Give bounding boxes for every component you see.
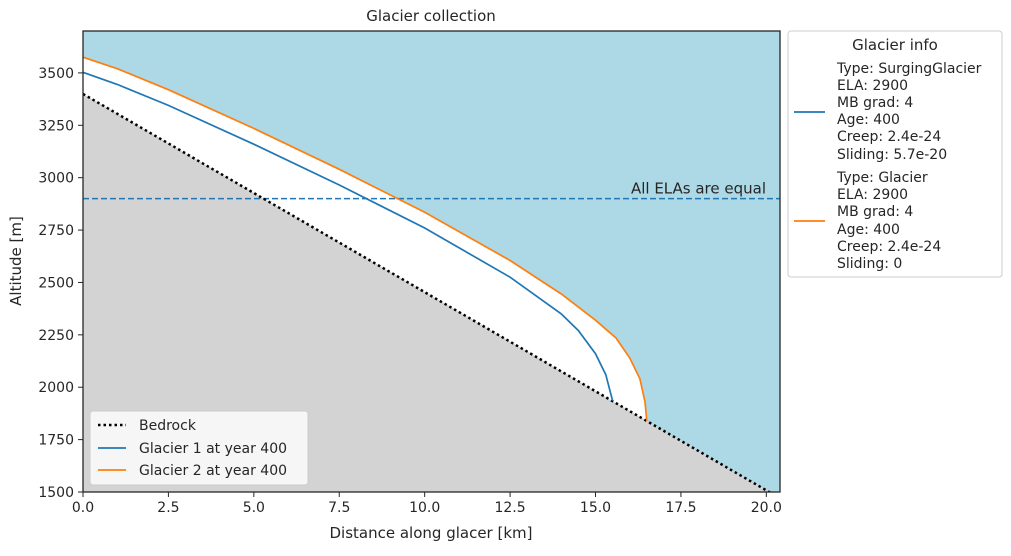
axes-layer: 0.0 2.5 5.0 7.5 10.0 12.5 15.0 17.5 20.0 1500 1750… bbox=[38, 66, 782, 516]
x-tick-label: 12.5 bbox=[494, 500, 525, 516]
series-legend: Bedrock Glacier 1 at year 400 Glacier 2 … bbox=[89, 410, 309, 486]
x-tick-label: 15.0 bbox=[580, 500, 611, 516]
y-tick-label: 2500 bbox=[38, 275, 74, 291]
y-tick-label: 2750 bbox=[38, 223, 74, 239]
glacier-1-line bbox=[83, 71, 614, 402]
legend-label-bedrock: Bedrock bbox=[139, 418, 197, 434]
plot-frame bbox=[82, 30, 781, 493]
legend-label-glacier-1: Glacier 1 at year 400 bbox=[139, 441, 287, 457]
glacier-info-legend: Glacier info Type: SurgingGlacier ELA: 2… bbox=[787, 30, 1003, 278]
info-mb-grad-2: MB grad: 4 bbox=[837, 204, 913, 220]
x-tick-label: 20.0 bbox=[751, 500, 782, 516]
bedrock-line bbox=[83, 92, 772, 492]
y-tick-label: 3000 bbox=[38, 171, 74, 187]
series-layer: All ELAs are equal bbox=[83, 56, 780, 492]
x-tick-label: 2.5 bbox=[157, 500, 179, 516]
info-sliding-2: Sliding: 0 bbox=[837, 256, 902, 272]
info-ela-1: ELA: 2900 bbox=[837, 78, 908, 94]
x-tick-label: 0.0 bbox=[72, 500, 94, 516]
ground-area bbox=[83, 93, 770, 492]
series-legend-box bbox=[89, 410, 309, 486]
y-tick-label: 2250 bbox=[38, 328, 74, 344]
y-axis-label: Altitude [m] bbox=[7, 216, 25, 306]
info-creep-2: Creep: 2.4e-24 bbox=[837, 239, 941, 255]
info-creep-1: Creep: 2.4e-24 bbox=[837, 129, 941, 145]
legend-label-glacier-2: Glacier 2 at year 400 bbox=[139, 463, 287, 479]
ela-annotation: All ELAs are equal bbox=[631, 180, 766, 198]
y-tick-label: 3250 bbox=[38, 118, 74, 134]
y-tick-label: 1750 bbox=[38, 433, 74, 449]
x-tick-label: 5.0 bbox=[243, 500, 265, 516]
info-type-2: Type: Glacier bbox=[836, 170, 928, 186]
info-type-1: Type: SurgingGlacier bbox=[836, 61, 982, 77]
chart-title: Glacier collection bbox=[366, 7, 496, 25]
glacier-ice-area bbox=[83, 57, 647, 421]
x-tick-label: 10.0 bbox=[409, 500, 440, 516]
info-sliding-1: Sliding: 5.7e-20 bbox=[837, 147, 947, 163]
x-tick-label: 17.5 bbox=[665, 500, 696, 516]
x-axis-label: Distance along glacer [km] bbox=[330, 524, 533, 542]
y-tick-label: 2000 bbox=[38, 380, 74, 396]
glacier-info-title: Glacier info bbox=[852, 36, 938, 54]
info-ela-2: ELA: 2900 bbox=[837, 187, 908, 203]
info-age-1: Age: 400 bbox=[837, 112, 900, 128]
x-tick-label: 7.5 bbox=[328, 500, 350, 516]
glacier-2-line bbox=[83, 56, 648, 421]
info-mb-grad-1: MB grad: 4 bbox=[837, 95, 913, 111]
y-tick-label: 3500 bbox=[38, 66, 74, 82]
info-age-2: Age: 400 bbox=[837, 222, 900, 238]
y-tick-label: 1500 bbox=[38, 485, 74, 501]
glacier-info-box bbox=[787, 30, 1003, 278]
